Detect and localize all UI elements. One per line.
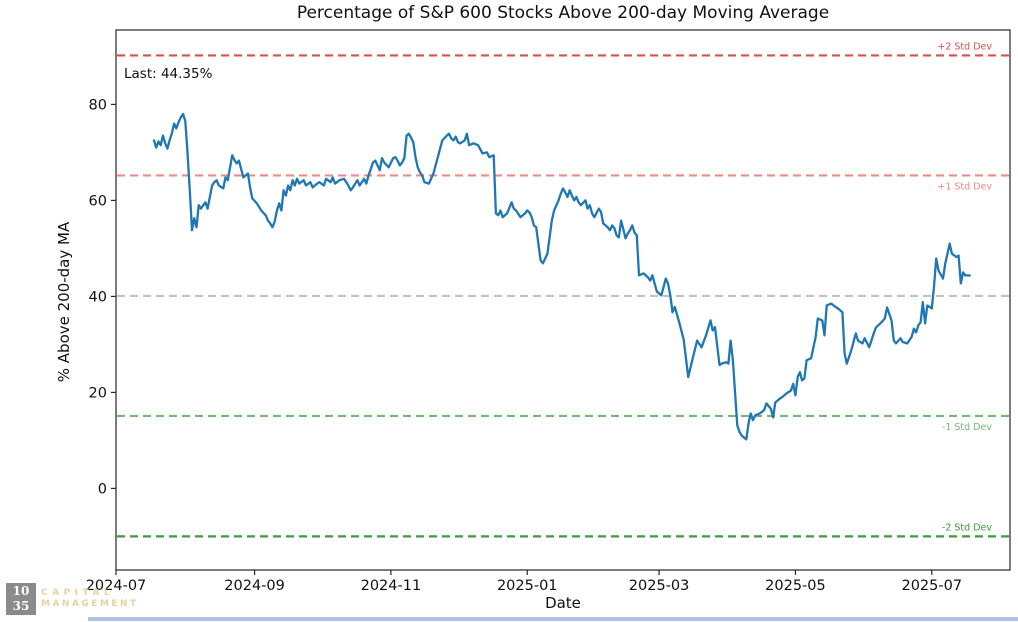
logo-badge-bottom: 35 <box>12 599 30 613</box>
y-tick-label: 0 <box>98 481 107 497</box>
company-logo: 10 35 CAPITAL MANAGEMENT <box>6 583 139 615</box>
x-tick-label: 2025-05 <box>765 578 826 594</box>
ref-line-label: -2 Std Dev <box>942 522 992 533</box>
bottom-accent-bar <box>88 617 1018 621</box>
y-tick-label: 60 <box>89 193 107 209</box>
x-tick-label: 2025-01 <box>497 578 558 594</box>
last-value-annotation: Last: 44.35% <box>124 66 213 82</box>
ref-line-label: -1 Std Dev <box>942 422 992 433</box>
x-tick-label: 2024-07 <box>86 578 147 594</box>
logo-badge-top: 10 <box>12 584 30 598</box>
logo-word-management: MANAGEMENT <box>41 599 139 609</box>
x-tick-label: 2025-07 <box>901 578 962 594</box>
plot-border <box>115 29 1011 571</box>
chart-title: Percentage of S&P 600 Stocks Above 200-d… <box>296 3 830 23</box>
x-axis-label: Date <box>545 594 581 612</box>
ref-line-label: +1 Std Dev <box>937 181 992 192</box>
logo-word-capital: CAPITAL <box>41 588 115 598</box>
x-tick-label: 2024-09 <box>224 578 285 594</box>
x-tick-label: 2024-11 <box>361 578 422 594</box>
y-tick-label: 80 <box>89 97 107 113</box>
x-tick-label: 2025-03 <box>629 578 690 594</box>
y-tick-label: 20 <box>89 385 107 401</box>
series-line <box>152 112 971 441</box>
ref-line-label: +2 Std Dev <box>937 41 992 52</box>
y-tick-label: 40 <box>89 289 107 305</box>
y-axis-label: % Above 200-day MA <box>55 221 73 383</box>
logo-wordmark: CAPITAL MANAGEMENT <box>41 588 139 610</box>
logo-badge: 10 35 <box>6 583 36 615</box>
